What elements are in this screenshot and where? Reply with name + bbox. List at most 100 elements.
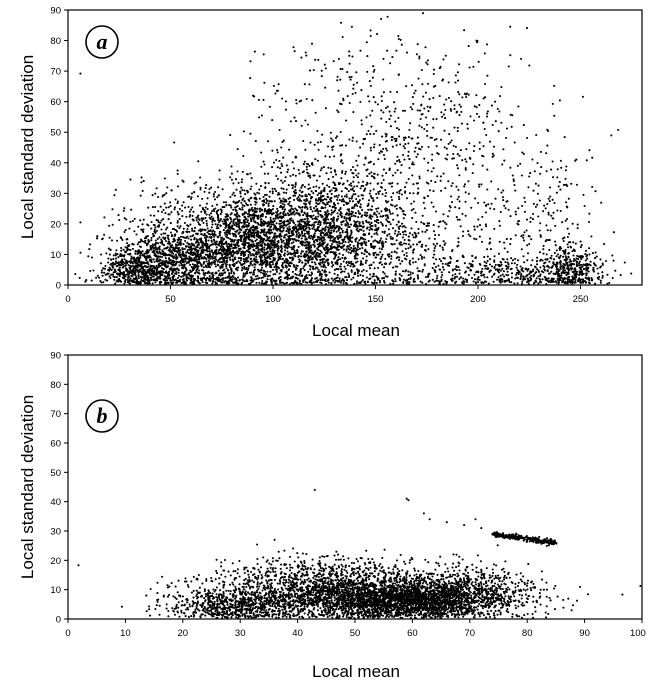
scatter-point	[369, 226, 372, 229]
scatter-point	[362, 229, 365, 232]
scatter-point	[193, 182, 196, 185]
scatter-point	[361, 220, 364, 223]
scatter-point	[219, 224, 222, 227]
scatter-point	[341, 253, 345, 257]
scatter-point	[279, 278, 282, 281]
scatter-point	[239, 259, 242, 262]
scatter-point	[172, 248, 175, 251]
scatter-point	[236, 204, 239, 208]
scatter-point	[304, 238, 307, 241]
scatter-point	[221, 279, 224, 282]
scatter-point	[319, 192, 322, 195]
scatter-point	[160, 267, 164, 270]
scatter-point	[164, 228, 168, 231]
scatter-point	[457, 237, 460, 240]
scatter-point	[272, 223, 275, 226]
scatter-point	[199, 188, 202, 191]
scatter-point	[280, 235, 283, 238]
scatter-point	[361, 214, 364, 217]
scatter-point	[514, 213, 517, 216]
scatter-point	[250, 185, 253, 188]
scatter-point	[267, 245, 270, 248]
scatter-point	[236, 217, 239, 221]
scatter-point	[116, 264, 119, 267]
scatter-point	[308, 258, 311, 262]
scatter-point	[306, 207, 309, 211]
scatter-point	[156, 237, 159, 240]
scatter-point	[283, 200, 286, 203]
scatter-point	[302, 214, 305, 217]
scatter-point	[414, 260, 417, 264]
scatter-point	[312, 268, 315, 271]
scatter-point	[307, 254, 310, 257]
scatter-point	[265, 222, 268, 225]
scatter-point	[176, 260, 179, 264]
scatter-point	[273, 232, 276, 235]
scatter-point	[315, 190, 318, 193]
scatter-point	[102, 281, 105, 284]
scatter-point	[204, 206, 207, 209]
scatter-point	[308, 193, 311, 196]
scatter-point	[421, 270, 424, 273]
scatter-point	[206, 224, 209, 227]
scatter-point	[253, 232, 256, 235]
scatter-point	[232, 281, 235, 284]
scatter-point	[314, 263, 317, 266]
scatter-point	[208, 274, 211, 278]
scatter-point	[348, 183, 351, 186]
scatter-point	[311, 256, 314, 259]
scatter-point	[274, 268, 277, 271]
scatter-point	[372, 247, 375, 250]
scatter-point	[302, 139, 305, 143]
scatter-point	[329, 239, 332, 242]
scatter-point	[213, 241, 216, 244]
scatter-point	[394, 270, 397, 273]
scatter-point	[341, 256, 344, 259]
scatter-point	[397, 226, 400, 229]
scatter-point	[110, 258, 113, 261]
scatter-point	[259, 218, 262, 221]
scatter-point	[364, 238, 367, 241]
scatter-point	[112, 254, 115, 257]
scatter-point	[290, 204, 293, 208]
scatter-point	[401, 231, 405, 234]
scatter-point	[318, 229, 321, 233]
scatter-point	[235, 279, 238, 282]
scatter-point	[154, 254, 157, 257]
scatter-point	[290, 281, 293, 284]
scatter-point	[478, 235, 481, 238]
scatter-point	[134, 273, 137, 276]
scatter-point	[313, 261, 316, 264]
scatter-point	[298, 193, 301, 197]
scatter-point	[390, 198, 394, 202]
scatter-point	[307, 230, 310, 233]
scatter-point	[170, 244, 174, 247]
scatter-point	[217, 186, 220, 189]
scatter-point	[241, 178, 244, 181]
scatter-point	[432, 205, 435, 208]
scatter-point	[285, 164, 288, 167]
scatter-point	[248, 229, 251, 232]
scatter-point	[355, 228, 358, 231]
scatter-point	[253, 226, 256, 229]
scatter-point	[112, 266, 115, 269]
scatter-point	[218, 178, 221, 181]
scatter-point	[247, 253, 250, 256]
scatter-point	[361, 246, 364, 250]
scatter-point	[432, 256, 435, 259]
scatter-point	[327, 226, 330, 229]
scatter-point	[307, 183, 310, 186]
scatter-point	[338, 236, 341, 239]
scatter-point	[427, 224, 430, 227]
scatter-point	[178, 264, 181, 267]
scatter-point	[389, 223, 392, 226]
scatter-point	[298, 199, 301, 202]
scatter-point	[257, 277, 260, 280]
scatter-point	[120, 237, 123, 240]
scatter-point	[229, 222, 232, 225]
scatter-point	[201, 243, 204, 246]
scatter-point	[159, 264, 162, 267]
scatter-point	[205, 277, 208, 280]
scatter-point	[168, 240, 171, 243]
scatter-point	[217, 218, 220, 222]
